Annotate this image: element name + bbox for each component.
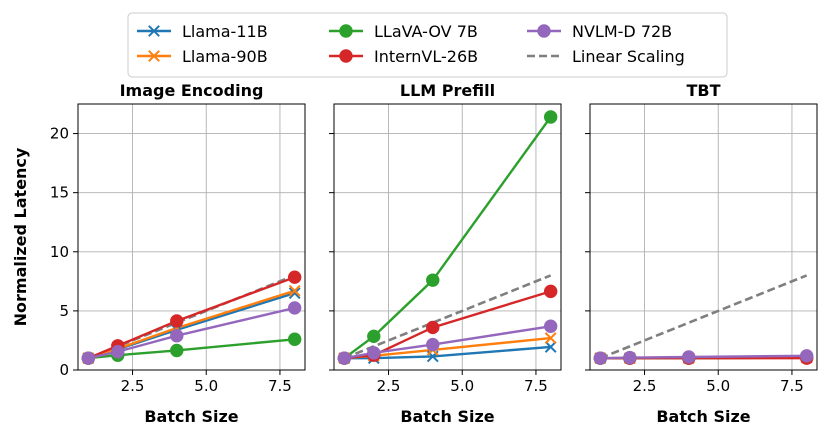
legend-marker-llama90 <box>148 50 160 62</box>
legend-label-llava: LLaVA-OV 7B <box>374 22 478 41</box>
y-tick-label: 0 <box>59 361 69 379</box>
x-tick-label: 2.5 <box>633 377 657 395</box>
legend-marker-llama11 <box>148 25 160 37</box>
panel-frame <box>77 103 306 371</box>
point-llama90-3 <box>288 284 301 297</box>
y-tick-label: 5 <box>59 302 69 320</box>
y-tick-label: 10 <box>50 243 69 261</box>
point-nvlm-1 <box>623 350 637 365</box>
point-nvlm-3 <box>287 301 302 315</box>
point-llava-3 <box>287 332 302 346</box>
legend-label-linear: Linear Scaling <box>572 47 685 66</box>
panel-0: 2.5 5.0 7.5 0 5 10 15 20 Image Encoding Batch Siz… <box>50 81 306 426</box>
point-llama11-3 <box>544 341 557 353</box>
point-llava-2 <box>426 273 440 287</box>
y-axis-title: Normalized Latency <box>11 147 30 326</box>
panel-1: 2.5 5.0 7.5 LLM Prefill Batch Size <box>329 81 562 426</box>
point-internvl-3 <box>543 284 558 299</box>
panel-2-data <box>599 274 808 360</box>
point-internvl-2 <box>426 320 440 335</box>
point-nvlm-0 <box>337 351 352 365</box>
legend-marker-llava <box>339 24 353 38</box>
series-line-linear <box>343 274 552 360</box>
panel-0-markers <box>81 270 302 365</box>
x-tick-label: 7.5 <box>780 377 804 395</box>
point-nvlm-3 <box>799 349 814 363</box>
y-tick-label: 15 <box>50 184 69 202</box>
point-nvlm-1 <box>367 346 381 360</box>
legend-label-nvlm: NVLM-D 72B <box>572 22 672 41</box>
point-nvlm-2 <box>682 350 696 364</box>
x-tick-label: 5.0 <box>450 377 474 395</box>
point-llava-1 <box>367 329 381 344</box>
panel-title: LLM Prefill <box>400 81 495 100</box>
x-tick-label: 7.5 <box>524 377 548 395</box>
panel-2-markers <box>593 349 814 365</box>
y-tick-label: 20 <box>50 125 69 143</box>
panel-0-data <box>87 274 296 360</box>
panel-frame <box>589 103 818 371</box>
panel-frame <box>333 103 562 371</box>
point-nvlm-1 <box>111 344 125 359</box>
panel-2: 2.5 5.0 7.5 TBT Batch Size <box>585 81 818 426</box>
x-tick-label: 7.5 <box>268 377 292 395</box>
panel-1-data <box>343 116 552 360</box>
series-line-internvl <box>87 276 296 360</box>
point-nvlm-0 <box>593 351 608 365</box>
x-tick-label: 2.5 <box>377 377 401 395</box>
series-line-nvlm <box>344 325 551 360</box>
legend-label-llama90: Llama-90B <box>182 47 268 66</box>
point-llava-3 <box>543 110 558 124</box>
x-tick-label: 2.5 <box>121 377 145 395</box>
point-llama11-3 <box>288 287 301 300</box>
point-internvl-2 <box>170 314 184 328</box>
legend-marker-internvl <box>339 49 353 63</box>
point-nvlm-3 <box>543 319 558 333</box>
series-line-nvlm <box>600 354 807 360</box>
point-nvlm-0 <box>81 351 96 365</box>
x-tick-label: 5.0 <box>194 377 218 395</box>
panel-1-markers <box>337 110 558 365</box>
panel-title: Image Encoding <box>120 81 264 100</box>
point-nvlm-2 <box>426 337 440 352</box>
series-line-llava <box>88 338 295 360</box>
x-axis-title: Batch Size <box>656 407 750 426</box>
point-llava-2 <box>170 343 184 358</box>
legend-label-internvl: InternVL-26B <box>374 47 478 66</box>
x-axis-title: Batch Size <box>144 407 238 426</box>
point-llama90-3 <box>544 332 557 344</box>
legend: Llama-11B Llama-90B LLaVA-OV 7B InternVL-26… <box>127 12 728 78</box>
point-internvl-3 <box>287 270 302 284</box>
series-line-llama90 <box>87 289 296 360</box>
series-line-llava <box>343 116 552 360</box>
series-line-linear <box>599 274 808 360</box>
point-nvlm-2 <box>170 329 184 343</box>
panel-title: TBT <box>686 81 720 100</box>
x-axis-title: Batch Size <box>400 407 494 426</box>
x-tick-label: 5.0 <box>706 377 730 395</box>
series-line-nvlm <box>88 306 295 360</box>
legend-frame <box>127 12 728 78</box>
legend-label-llama11: Llama-11B <box>182 22 268 41</box>
legend-marker-nvlm <box>537 24 551 38</box>
